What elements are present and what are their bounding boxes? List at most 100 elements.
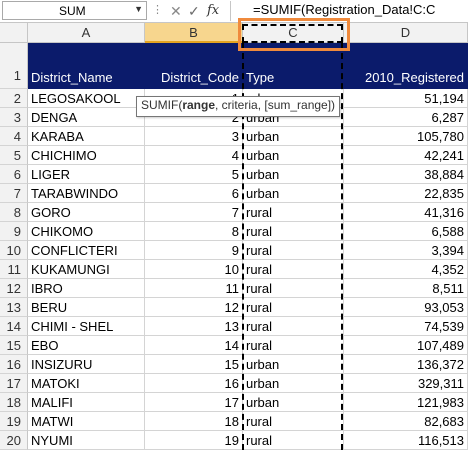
row-header[interactable]: 16 [0,355,28,374]
row-header[interactable]: 17 [0,374,28,393]
column-header-b[interactable]: B [145,23,243,43]
row-header[interactable]: 6 [0,165,28,184]
cell-district-name[interactable]: LIGER [28,165,145,184]
cell-district-name[interactable]: CHIMI - SHEL [28,317,145,336]
cell-district-name[interactable]: LEGOSAKOOL [28,89,145,108]
row-header[interactable]: 5 [0,146,28,165]
cell-district-name[interactable]: IBRO [28,279,145,298]
cell-registered[interactable]: 42,241 [344,146,468,165]
cell-district-code[interactable]: 8 [145,222,243,241]
cell-district-name[interactable]: CONFLICTERI [28,241,145,260]
row-header[interactable]: 7 [0,184,28,203]
cell-registered[interactable]: 41,316 [344,203,468,222]
cell-district-name[interactable]: EBO [28,336,145,355]
cell-type[interactable]: urban [243,146,344,165]
header-cell-registered[interactable]: 2010_Registered [344,43,468,89]
cell-district-code[interactable]: 6 [145,184,243,203]
cell-type[interactable]: rural [243,260,344,279]
cell-type[interactable]: rural [243,279,344,298]
cell-district-name[interactable]: KUKAMUNGI [28,260,145,279]
header-cell-district-name[interactable]: District_Name [28,43,145,89]
cell-district-code[interactable]: 10 [145,260,243,279]
cell-type[interactable]: rural [243,317,344,336]
cell-type[interactable]: rural [243,431,344,450]
cell-registered[interactable]: 6,287 [344,108,468,127]
column-header-d[interactable]: D [344,23,468,43]
cell-registered[interactable]: 22,835 [344,184,468,203]
cell-registered[interactable]: 116,513 [344,431,468,450]
cell-district-code[interactable]: 3 [145,127,243,146]
row-header[interactable]: 2 [0,89,28,108]
cell-registered[interactable]: 107,489 [344,336,468,355]
column-header-a[interactable]: A [28,23,145,43]
close-icon[interactable]: ✕ [170,3,182,19]
cell-registered[interactable]: 136,372 [344,355,468,374]
cell-type[interactable]: urban [243,355,344,374]
cell-type[interactable]: urban [243,127,344,146]
cell-district-name[interactable]: KARABA [28,127,145,146]
cell-district-code[interactable]: 18 [145,412,243,431]
cell-registered[interactable]: 74,539 [344,317,468,336]
cell-type[interactable]: rural [243,222,344,241]
select-all-corner[interactable] [0,23,28,43]
cell-district-name[interactable]: CHIKOMO [28,222,145,241]
row-header[interactable]: 1 [0,43,28,89]
header-cell-district-code[interactable]: District_Code [145,43,243,89]
row-header[interactable]: 20 [0,431,28,450]
cell-district-name[interactable]: MALIFI [28,393,145,412]
cell-type[interactable]: urban [243,184,344,203]
cell-type[interactable]: rural [243,336,344,355]
cell-type[interactable]: urban [243,374,344,393]
function-tooltip[interactable]: SUMIF(range, criteria, [sum_range]) [136,96,341,117]
cell-type[interactable]: rural [243,203,344,222]
cell-district-name[interactable]: TARABWINDO [28,184,145,203]
row-header[interactable]: 8 [0,203,28,222]
cell-district-code[interactable]: 19 [145,431,243,450]
cell-district-code[interactable]: 5 [145,165,243,184]
formula-bar-grip-icon[interactable]: ⋮ [152,4,163,16]
cell-type[interactable]: urban [243,393,344,412]
cell-district-name[interactable]: NYUMI [28,431,145,450]
cell-district-name[interactable]: CHICHIMO [28,146,145,165]
row-header[interactable]: 14 [0,317,28,336]
cell-registered[interactable]: 4,352 [344,260,468,279]
cell-district-code[interactable]: 14 [145,336,243,355]
cell-registered[interactable]: 93,053 [344,298,468,317]
row-header[interactable]: 18 [0,393,28,412]
cell-type[interactable]: urban [243,165,344,184]
header-cell-type[interactable]: Type [243,43,344,89]
cell-registered[interactable]: 329,311 [344,374,468,393]
cell-district-code[interactable]: 12 [145,298,243,317]
tooltip-function[interactable]: SUMIF( [141,98,183,112]
fx-icon[interactable]: fx [207,3,220,18]
row-header[interactable]: 19 [0,412,28,431]
cell-district-name[interactable]: BERU [28,298,145,317]
cell-district-code[interactable]: 17 [145,393,243,412]
cell-type[interactable]: rural [243,298,344,317]
cell-registered[interactable]: 51,194 [344,89,468,108]
column-header-c[interactable]: C [243,23,344,43]
row-header[interactable]: 3 [0,108,28,127]
tooltip-range-arg[interactable]: range [182,98,216,112]
cell-registered[interactable]: 8,511 [344,279,468,298]
cell-district-name[interactable]: MATWI [28,412,145,431]
cell-type[interactable]: rural [243,241,344,260]
formula-input[interactable]: =SUMIF(Registration_Data!C:C [230,1,467,21]
row-header[interactable]: 12 [0,279,28,298]
cell-registered[interactable]: 6,588 [344,222,468,241]
cell-district-code[interactable]: 16 [145,374,243,393]
cell-registered[interactable]: 3,394 [344,241,468,260]
cell-district-name[interactable]: INSIZURU [28,355,145,374]
cell-registered[interactable]: 121,983 [344,393,468,412]
row-header[interactable]: 13 [0,298,28,317]
cell-registered[interactable]: 38,884 [344,165,468,184]
check-icon[interactable]: ✓ [188,3,200,19]
name-box[interactable]: SUM ▼ [2,1,147,20]
cell-registered[interactable]: 105,780 [344,127,468,146]
row-header[interactable]: 11 [0,260,28,279]
row-header[interactable]: 4 [0,127,28,146]
cell-district-name[interactable]: DENGA [28,108,145,127]
cell-district-code[interactable]: 7 [145,203,243,222]
cell-district-code[interactable]: 11 [145,279,243,298]
cell-district-code[interactable]: 15 [145,355,243,374]
